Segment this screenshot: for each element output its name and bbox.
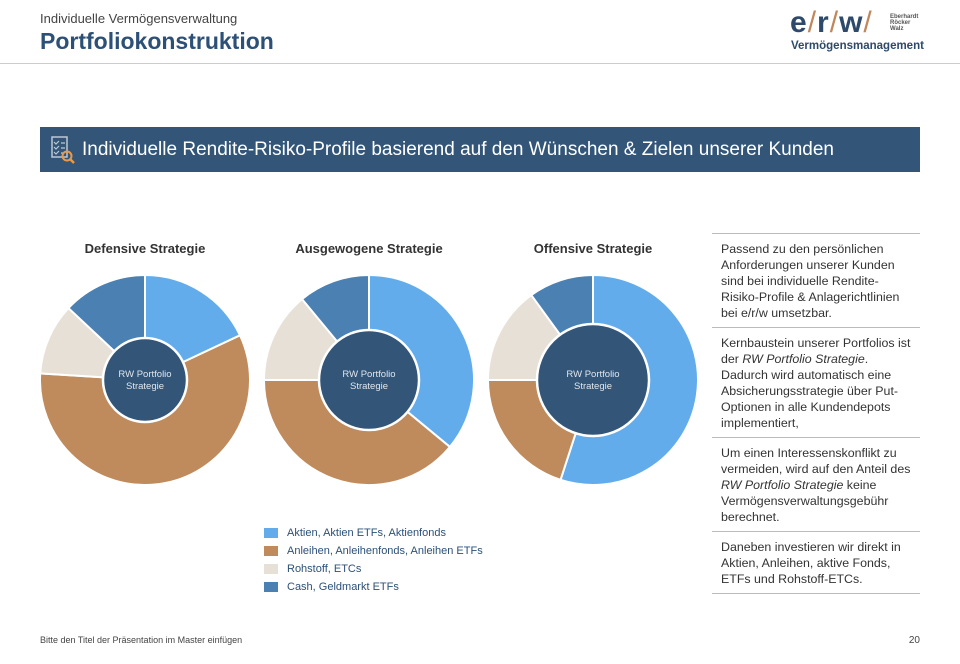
section-banner: Individuelle Rendite-Risiko-Profile basi… <box>40 127 920 172</box>
info-paragraph: Um einen Interessenskonflikt zu vermeide… <box>712 437 920 531</box>
chart-title-defensive: Defensive Strategie <box>84 241 206 256</box>
page-title: Portfoliokonstruktion <box>40 28 274 54</box>
legend-label: Cash, Geldmarkt ETFs <box>287 581 399 593</box>
legend-swatch <box>264 546 278 556</box>
info-paragraph: Daneben investieren wir direkt in Aktien… <box>712 531 920 594</box>
slice-aktien <box>368 273 475 449</box>
info-paragraph: Passend zu den persönlichen Anforderunge… <box>712 233 920 327</box>
info-paragraph: Kernbaustein unserer Portfolios ist der … <box>712 327 920 437</box>
donut-center-label: Strategie <box>126 381 164 392</box>
legend-label: Anleihen, Anleihenfonds, Anleihen ETFs <box>287 545 483 557</box>
donut-center-label: RW Portfolio <box>566 369 619 380</box>
donut-center <box>101 336 189 424</box>
donut-center <box>535 322 651 438</box>
donut-center-label: Strategie <box>574 381 612 392</box>
company-logo: e/r/w/ Eberhardt Röcker Walz Vermögensmana… <box>790 6 925 56</box>
logo-mark: e/r/w/ <box>790 6 873 39</box>
legend-item: Aktien, Aktien ETFs, Aktienfonds <box>264 524 483 542</box>
page-number: 20 <box>908 635 920 646</box>
legend-swatch <box>264 564 278 574</box>
footer-text: Bitte den Titel der Präsentation im Mast… <box>40 635 243 645</box>
chart-title-balanced: Ausgewogene Strategie <box>295 241 443 256</box>
slice-anleihen <box>262 379 452 486</box>
donut-center-label: Strategie <box>350 381 388 392</box>
legend-swatch <box>264 582 278 592</box>
donut-center <box>317 328 421 432</box>
chart-legend: Aktien, Aktien ETFs, Aktienfonds Anleihen… <box>264 524 483 596</box>
header-divider <box>0 63 960 64</box>
legend-swatch <box>264 528 278 538</box>
chart-title-offensive: Offensive Strategie <box>533 241 653 256</box>
donut-center-label: RW Portfolio <box>118 369 171 380</box>
legend-label: Aktien, Aktien ETFs, Aktienfonds <box>287 527 446 539</box>
checklist-search-icon <box>51 135 75 164</box>
header-subtitle: Individuelle Vermögensverwaltung <box>40 11 238 26</box>
legend-item: Cash, Geldmarkt ETFs <box>264 578 483 596</box>
text-column: Passend zu den persönlichen Anforderunge… <box>712 233 920 594</box>
logo-names: Eberhardt Röcker Walz <box>890 14 919 32</box>
donut-center-label: RW Portfolio <box>342 369 395 380</box>
legend-label: Rohstoff, ETCs <box>287 563 362 575</box>
logo-tagline: Vermögensmanagement <box>791 40 924 52</box>
legend-item: Rohstoff, ETCs <box>264 560 483 578</box>
legend-item: Anleihen, Anleihenfonds, Anleihen ETFs <box>264 542 483 560</box>
banner-text: Individuelle Rendite-Risiko-Profile basi… <box>82 138 834 160</box>
